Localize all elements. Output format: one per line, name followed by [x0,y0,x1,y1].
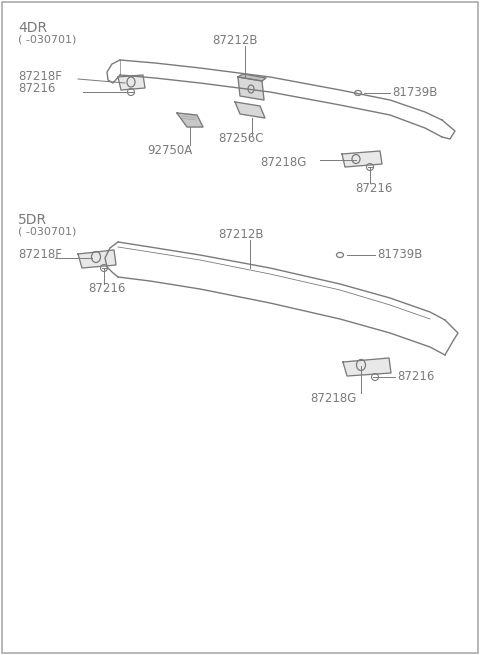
Text: 87212B: 87212B [218,229,264,242]
Text: 87216: 87216 [88,282,125,295]
Text: 87216: 87216 [355,181,392,195]
Text: 92750A: 92750A [147,143,192,157]
Polygon shape [118,75,145,90]
Text: 87212B: 87212B [212,35,257,48]
Polygon shape [238,77,264,100]
Text: ( -030701): ( -030701) [18,226,76,236]
Text: 87256C: 87256C [218,132,264,145]
Text: 87216: 87216 [397,369,434,383]
Text: 87218G: 87218G [310,392,356,405]
Text: 87218G: 87218G [260,157,306,170]
Text: 87216: 87216 [18,83,55,96]
Text: 4DR: 4DR [18,21,47,35]
Polygon shape [177,113,203,127]
Polygon shape [78,250,116,268]
Polygon shape [343,358,391,376]
Text: 87218F: 87218F [18,248,62,261]
Text: 81739B: 81739B [392,86,437,100]
Polygon shape [342,151,382,167]
Text: 5DR: 5DR [18,213,47,227]
Text: 81739B: 81739B [377,248,422,261]
Polygon shape [235,102,265,118]
Text: 87218F: 87218F [18,69,62,83]
Polygon shape [238,74,266,81]
Text: ( -030701): ( -030701) [18,34,76,44]
